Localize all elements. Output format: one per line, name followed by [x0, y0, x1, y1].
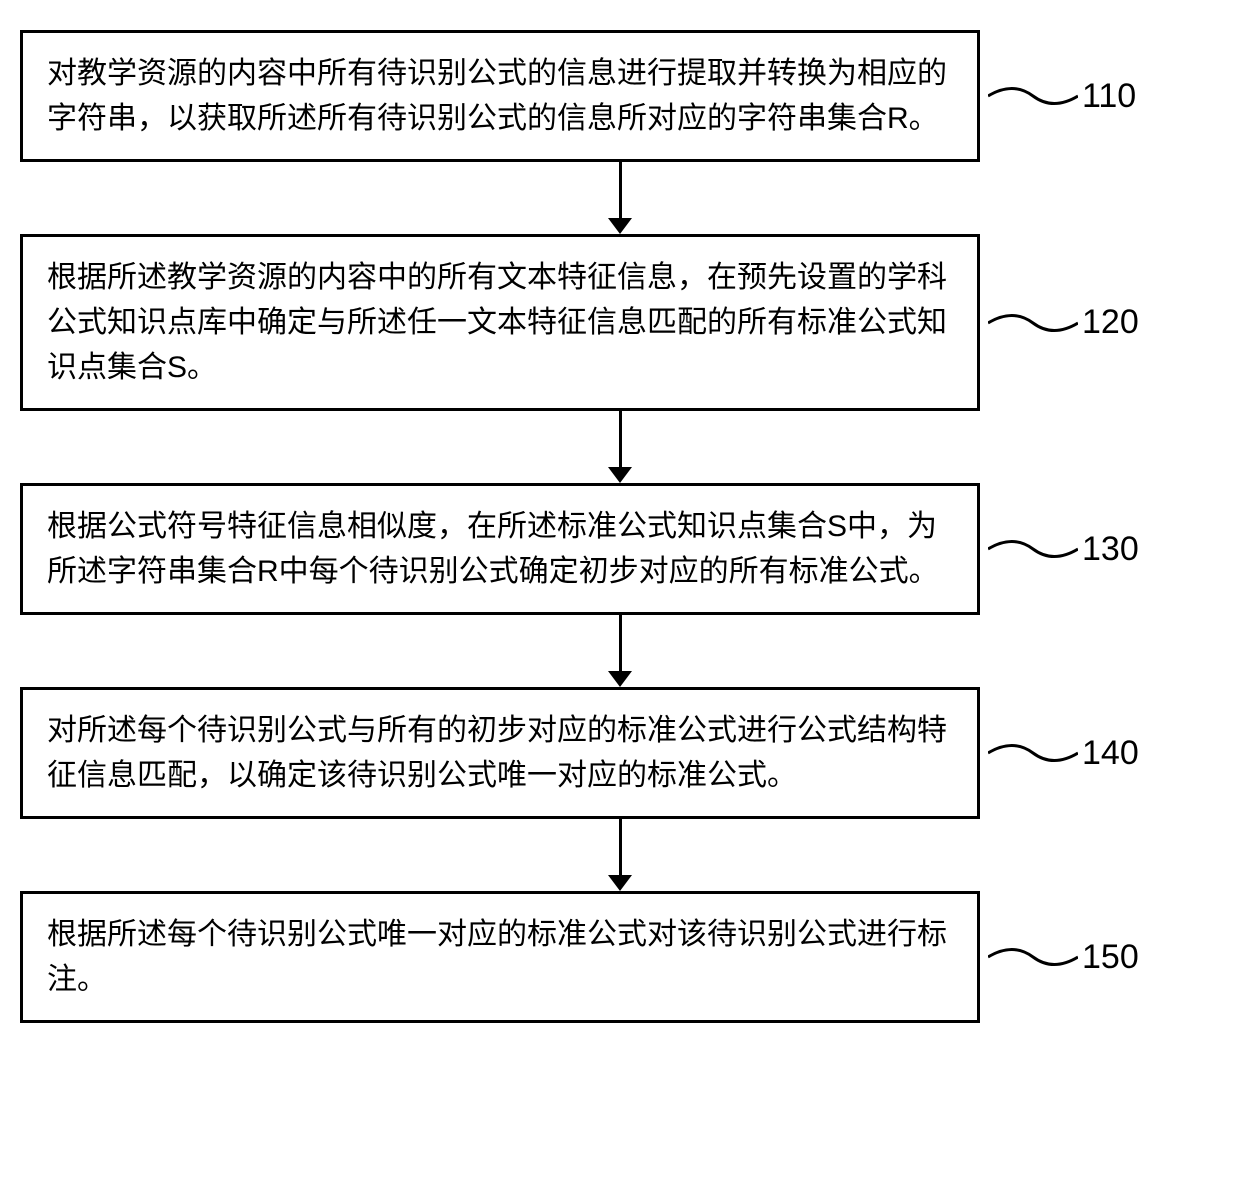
- step-row: 根据所述每个待识别公式唯一对应的标准公式对该待识别公式进行标注。 150: [20, 891, 1220, 1023]
- step-text: 根据所述每个待识别公式唯一对应的标准公式对该待识别公式进行标注。: [47, 918, 947, 996]
- step-label: 140: [1082, 734, 1139, 773]
- curve-connector-icon: [988, 76, 1078, 116]
- connector-area: 150: [988, 937, 1188, 977]
- arrow-line: [619, 615, 622, 671]
- connector-area: 140: [988, 733, 1188, 773]
- arrow-head-icon: [608, 875, 632, 891]
- step-box-130: 根据公式符号特征信息相似度，在所述标准公式知识点集合S中，为所述字符串集合R中每…: [20, 483, 980, 615]
- arrow-line: [619, 819, 622, 875]
- curve-connector-icon: [988, 303, 1078, 343]
- arrow: [140, 162, 1100, 234]
- flowchart-container: 对教学资源的内容中所有待识别公式的信息进行提取并转换为相应的字符串，以获取所述所…: [20, 30, 1220, 1023]
- arrow-line: [619, 162, 622, 218]
- step-label: 150: [1082, 938, 1139, 977]
- step-box-110: 对教学资源的内容中所有待识别公式的信息进行提取并转换为相应的字符串，以获取所述所…: [20, 30, 980, 162]
- arrow-head-icon: [608, 467, 632, 483]
- arrow-head-icon: [608, 218, 632, 234]
- step-box-140: 对所述每个待识别公式与所有的初步对应的标准公式进行公式结构特征信息匹配，以确定该…: [20, 687, 980, 819]
- connector-area: 120: [988, 303, 1188, 343]
- step-label: 110: [1082, 77, 1136, 116]
- arrow-line: [619, 411, 622, 467]
- arrow: [140, 615, 1100, 687]
- arrow-head-icon: [608, 671, 632, 687]
- step-text: 根据公式符号特征信息相似度，在所述标准公式知识点集合S中，为所述字符串集合R中每…: [47, 510, 939, 588]
- curve-connector-icon: [988, 937, 1078, 977]
- step-box-120: 根据所述教学资源的内容中的所有文本特征信息，在预先设置的学科公式知识点库中确定与…: [20, 234, 980, 411]
- curve-connector-icon: [988, 733, 1078, 773]
- step-row: 根据所述教学资源的内容中的所有文本特征信息，在预先设置的学科公式知识点库中确定与…: [20, 234, 1220, 411]
- arrow: [140, 819, 1100, 891]
- connector-area: 110: [988, 76, 1188, 116]
- curve-connector-icon: [988, 529, 1078, 569]
- step-text: 对所述每个待识别公式与所有的初步对应的标准公式进行公式结构特征信息匹配，以确定该…: [47, 714, 947, 792]
- step-text: 对教学资源的内容中所有待识别公式的信息进行提取并转换为相应的字符串，以获取所述所…: [47, 57, 947, 135]
- step-row: 根据公式符号特征信息相似度，在所述标准公式知识点集合S中，为所述字符串集合R中每…: [20, 483, 1220, 615]
- step-box-150: 根据所述每个待识别公式唯一对应的标准公式对该待识别公式进行标注。: [20, 891, 980, 1023]
- arrow: [140, 411, 1100, 483]
- step-label: 120: [1082, 303, 1139, 342]
- step-row: 对所述每个待识别公式与所有的初步对应的标准公式进行公式结构特征信息匹配，以确定该…: [20, 687, 1220, 819]
- step-text: 根据所述教学资源的内容中的所有文本特征信息，在预先设置的学科公式知识点库中确定与…: [47, 261, 947, 384]
- step-row: 对教学资源的内容中所有待识别公式的信息进行提取并转换为相应的字符串，以获取所述所…: [20, 30, 1220, 162]
- step-label: 130: [1082, 530, 1139, 569]
- connector-area: 130: [988, 529, 1188, 569]
